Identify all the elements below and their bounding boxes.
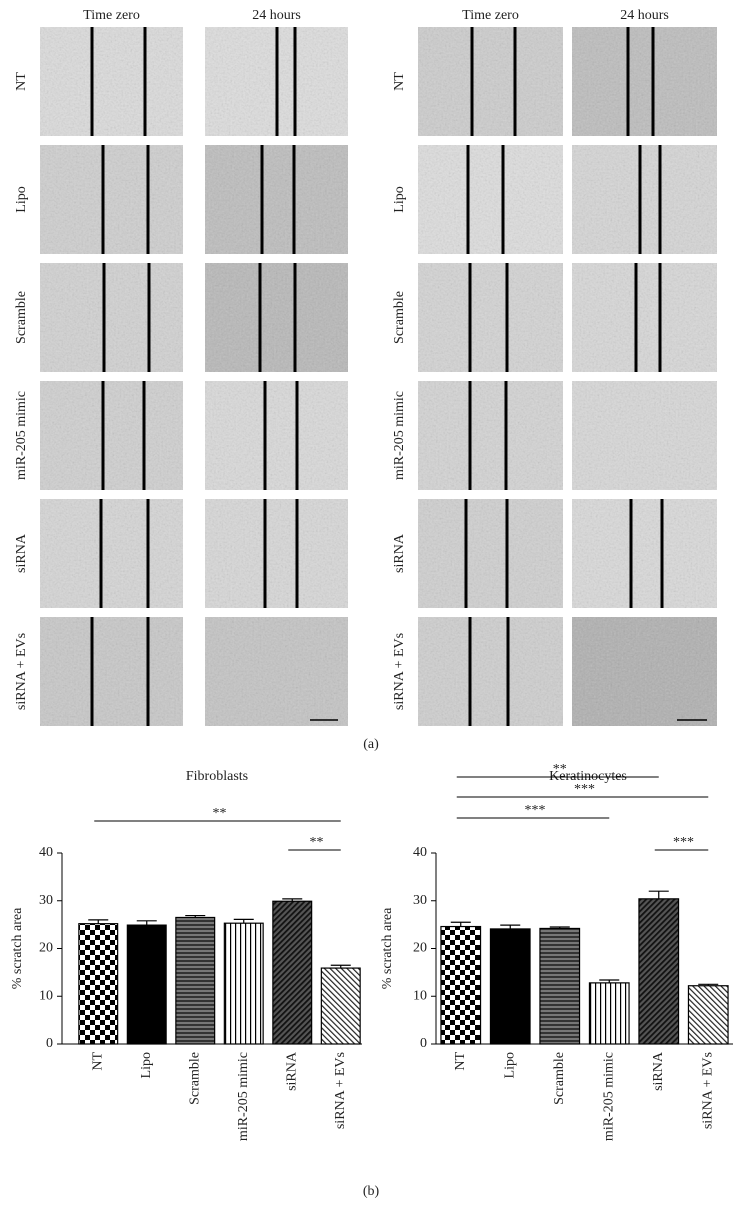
row-label: NT	[392, 72, 407, 91]
micrograph-texture	[418, 27, 563, 136]
x-tick-label: siRNA	[651, 1051, 666, 1091]
x-tick-label: siRNA + EVs	[333, 1052, 348, 1129]
micrograph-texture	[205, 263, 348, 372]
micrograph-texture	[572, 617, 717, 726]
x-tick-label: siRNA	[284, 1051, 299, 1091]
bar	[175, 916, 216, 1045]
row-label: siRNA	[392, 533, 407, 573]
row-label: Lipo	[14, 186, 29, 212]
row-label: miR-205 mimic	[14, 391, 29, 480]
bar	[489, 928, 531, 1045]
y-tick-label: 30	[413, 893, 427, 908]
y-tick-label: 0	[46, 1036, 53, 1051]
significance-label: ***	[525, 803, 546, 818]
micrograph-texture	[40, 381, 183, 490]
micrograph-texture	[205, 499, 348, 608]
row-label: Lipo	[392, 186, 407, 212]
column-header: 24 hours	[252, 8, 301, 23]
micrograph-texture	[205, 617, 348, 726]
significance-label: **	[553, 762, 567, 777]
micrograph-texture	[418, 145, 563, 254]
bar	[272, 900, 313, 1045]
bar	[78, 923, 119, 1045]
micrograph-texture	[40, 145, 183, 254]
row-label: NT	[14, 72, 29, 91]
row-label: siRNA + EVs	[14, 633, 29, 710]
y-axis-label: % scratch area	[380, 907, 395, 989]
x-tick-label: NT	[453, 1052, 468, 1071]
y-tick-label: 10	[413, 988, 427, 1003]
y-tick-label: 30	[39, 893, 53, 908]
chart-title: Fibroblasts	[186, 769, 248, 784]
bar	[320, 967, 361, 1045]
column-header: 24 hours	[620, 8, 669, 23]
panel-label: (b)	[363, 1184, 380, 1199]
micrograph-texture	[205, 381, 348, 490]
row-label: Scramble	[392, 291, 407, 344]
x-tick-label: miR-205 mimic	[236, 1052, 251, 1141]
micrograph-texture	[40, 27, 183, 136]
bar	[440, 925, 482, 1045]
row-label: miR-205 mimic	[392, 391, 407, 480]
row-label: siRNA	[14, 533, 29, 573]
bar	[687, 985, 729, 1045]
y-tick-label: 20	[39, 941, 53, 956]
x-tick-label: Scramble	[187, 1052, 202, 1105]
panel-label: (a)	[363, 737, 379, 752]
bar	[223, 922, 264, 1045]
micrograph-texture	[572, 499, 717, 608]
x-tick-label: siRNA + EVs	[700, 1052, 715, 1129]
x-tick-label: NT	[90, 1052, 105, 1071]
bar	[539, 927, 581, 1045]
micrograph-texture	[418, 263, 563, 372]
column-header: Time zero	[83, 8, 140, 23]
y-tick-label: 40	[413, 845, 427, 860]
column-header: Time zero	[462, 8, 519, 23]
bar	[638, 898, 680, 1045]
micrograph-texture	[572, 263, 717, 372]
bar	[126, 924, 167, 1045]
significance-label: **	[310, 835, 324, 850]
micrograph-texture	[40, 499, 183, 608]
significance-label: **	[213, 806, 227, 821]
micrograph-texture	[572, 145, 717, 254]
micrograph-texture	[418, 381, 563, 490]
micrograph-texture	[572, 27, 717, 136]
micrograph-texture	[40, 263, 183, 372]
y-tick-label: 40	[39, 845, 53, 860]
bar	[588, 982, 630, 1045]
micrograph-texture	[205, 145, 348, 254]
micrograph-texture	[572, 381, 717, 490]
x-tick-label: Lipo	[502, 1052, 517, 1078]
y-tick-label: 0	[420, 1036, 427, 1051]
significance-label: ***	[673, 835, 694, 850]
row-label: Scramble	[14, 291, 29, 344]
micrograph-texture	[418, 499, 563, 608]
micrograph-texture	[418, 617, 563, 726]
y-tick-label: 20	[413, 941, 427, 956]
x-tick-label: Scramble	[552, 1052, 567, 1105]
micrograph-texture	[40, 617, 183, 726]
x-tick-label: Lipo	[139, 1052, 154, 1078]
row-label: siRNA + EVs	[392, 633, 407, 710]
y-tick-label: 10	[39, 988, 53, 1003]
significance-label: ***	[574, 782, 595, 797]
x-tick-label: miR-205 mimic	[601, 1052, 616, 1141]
y-axis-label: % scratch area	[10, 907, 25, 989]
